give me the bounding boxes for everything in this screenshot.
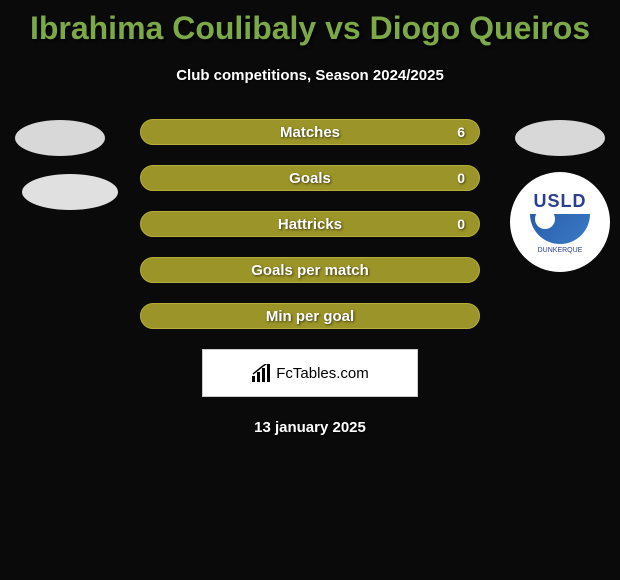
stat-bar: Hattricks bbox=[140, 211, 480, 237]
stat-row: Matches 6 bbox=[0, 119, 620, 145]
stat-value-right: 0 bbox=[457, 170, 465, 186]
stat-row: Hattricks 0 bbox=[0, 211, 620, 237]
stat-label: Goals per match bbox=[251, 262, 369, 279]
date-text: 13 january 2025 bbox=[0, 419, 620, 436]
stats-container: Matches 6 Goals 0 Hattricks 0 Goals per … bbox=[0, 119, 620, 329]
title: Ibrahima Coulibaly vs Diogo Queiros bbox=[0, 0, 620, 47]
stat-row: Goals 0 bbox=[0, 165, 620, 191]
stat-label: Matches bbox=[280, 124, 340, 141]
stat-row: Goals per match bbox=[0, 257, 620, 283]
fctables-text: FcTables.com bbox=[276, 365, 369, 382]
fctables-badge[interactable]: FcTables.com bbox=[202, 349, 418, 397]
fctables-logo: FcTables.com bbox=[251, 364, 369, 382]
subtitle: Club competitions, Season 2024/2025 bbox=[0, 67, 620, 84]
stat-bar: Matches bbox=[140, 119, 480, 145]
stat-label: Goals bbox=[289, 170, 331, 187]
stat-bar: Goals bbox=[140, 165, 480, 191]
stat-bar: Goals per match bbox=[140, 257, 480, 283]
stat-label: Hattricks bbox=[278, 216, 342, 233]
stat-bar: Min per goal bbox=[140, 303, 480, 329]
stat-label: Min per goal bbox=[266, 308, 354, 325]
stat-row: Min per goal bbox=[0, 303, 620, 329]
chart-icon bbox=[251, 364, 271, 382]
stat-value-right: 6 bbox=[457, 124, 465, 140]
stat-value-right: 0 bbox=[457, 216, 465, 232]
